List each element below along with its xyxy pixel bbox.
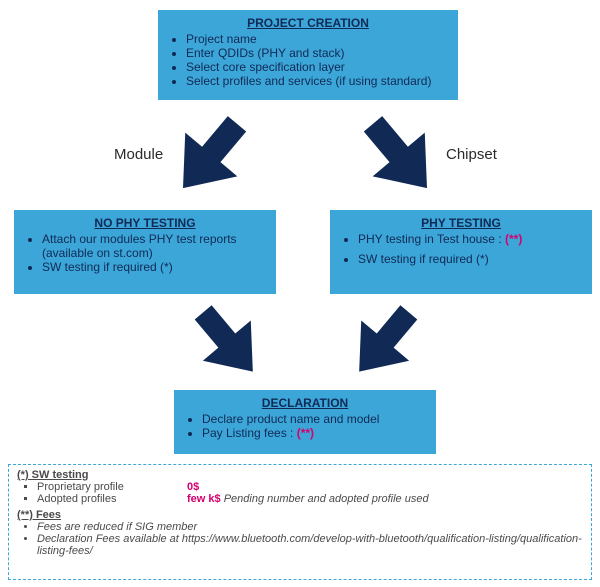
arrow-right-down-icon [336,296,432,388]
list-item: Select core specification layer [186,60,448,74]
item-text: SW testing if required (*) [358,252,489,266]
node-project-creation: PROJECT CREATION Project name Enter QDID… [158,10,458,100]
accent-marker: (**) [297,426,314,440]
list-item: Adopted profiles few k$ Pending number a… [37,493,583,505]
item-text: Declare product name and model [202,412,379,426]
node-phy-testing: PHY TESTING PHY testing in Test house : … [330,210,592,294]
list-item: Pay Listing fees : (**) [202,426,426,440]
node-title: PHY TESTING [340,216,582,230]
node-list: PHY testing in Test house : (**) SW test… [340,232,582,266]
list-item: Declaration Fees available at https://ww… [37,533,583,557]
node-title: NO PHY TESTING [24,216,266,230]
item-text: PHY testing in Test house : [358,232,505,246]
node-list: Project name Enter QDIDs (PHY and stack)… [168,32,448,88]
node-list: Declare product name and model Pay Listi… [184,412,426,440]
node-list: Attach our modules PHY test reports (ava… [24,232,266,274]
arrow-module-icon [160,106,260,206]
item-text: Pay Listing fees : [202,426,297,440]
node-no-phy-testing: NO PHY TESTING Attach our modules PHY te… [14,210,276,294]
arrow-left-down-icon [180,296,276,388]
list-item: Attach our modules PHY test reports (ava… [42,232,266,260]
accent-marker: (**) [505,232,522,246]
list-item: Enter QDIDs (PHY and stack) [186,46,448,60]
footnote-sw-title: (*) SW testing [17,469,583,481]
list-item: Proprietary profile 0$ [37,481,583,493]
footnote-sw-list: Proprietary profile 0$ Adopted profiles … [17,481,583,505]
row-label: Proprietary profile [37,481,187,493]
list-item: SW testing if required (*) [42,260,266,274]
list-item: SW testing if required (*) [358,252,582,266]
footnote-fees-title: (**) Fees [17,509,583,521]
branch-label-chipset: Chipset [446,146,497,163]
list-item: Project name [186,32,448,46]
list-item: Fees are reduced if SIG member [37,521,583,533]
row-value: few k$ [187,493,221,505]
list-item: Declare product name and model [202,412,426,426]
row-pending: Pending number and adopted profile used [221,493,429,505]
list-item: PHY testing in Test house : (**) [358,232,582,246]
row-label: Adopted profiles [37,493,187,505]
list-item: Select profiles and services (if using s… [186,74,448,88]
footnote-fees-list: Fees are reduced if SIG member Declarati… [17,521,583,557]
node-title: PROJECT CREATION [168,16,448,30]
branch-label-module: Module [114,146,163,163]
arrow-chipset-icon [350,106,450,206]
footnotes-box: (*) SW testing Proprietary profile 0$ Ad… [8,464,592,580]
node-title: DECLARATION [184,396,426,410]
row-value: 0$ [187,481,199,493]
node-declaration: DECLARATION Declare product name and mod… [174,390,436,454]
